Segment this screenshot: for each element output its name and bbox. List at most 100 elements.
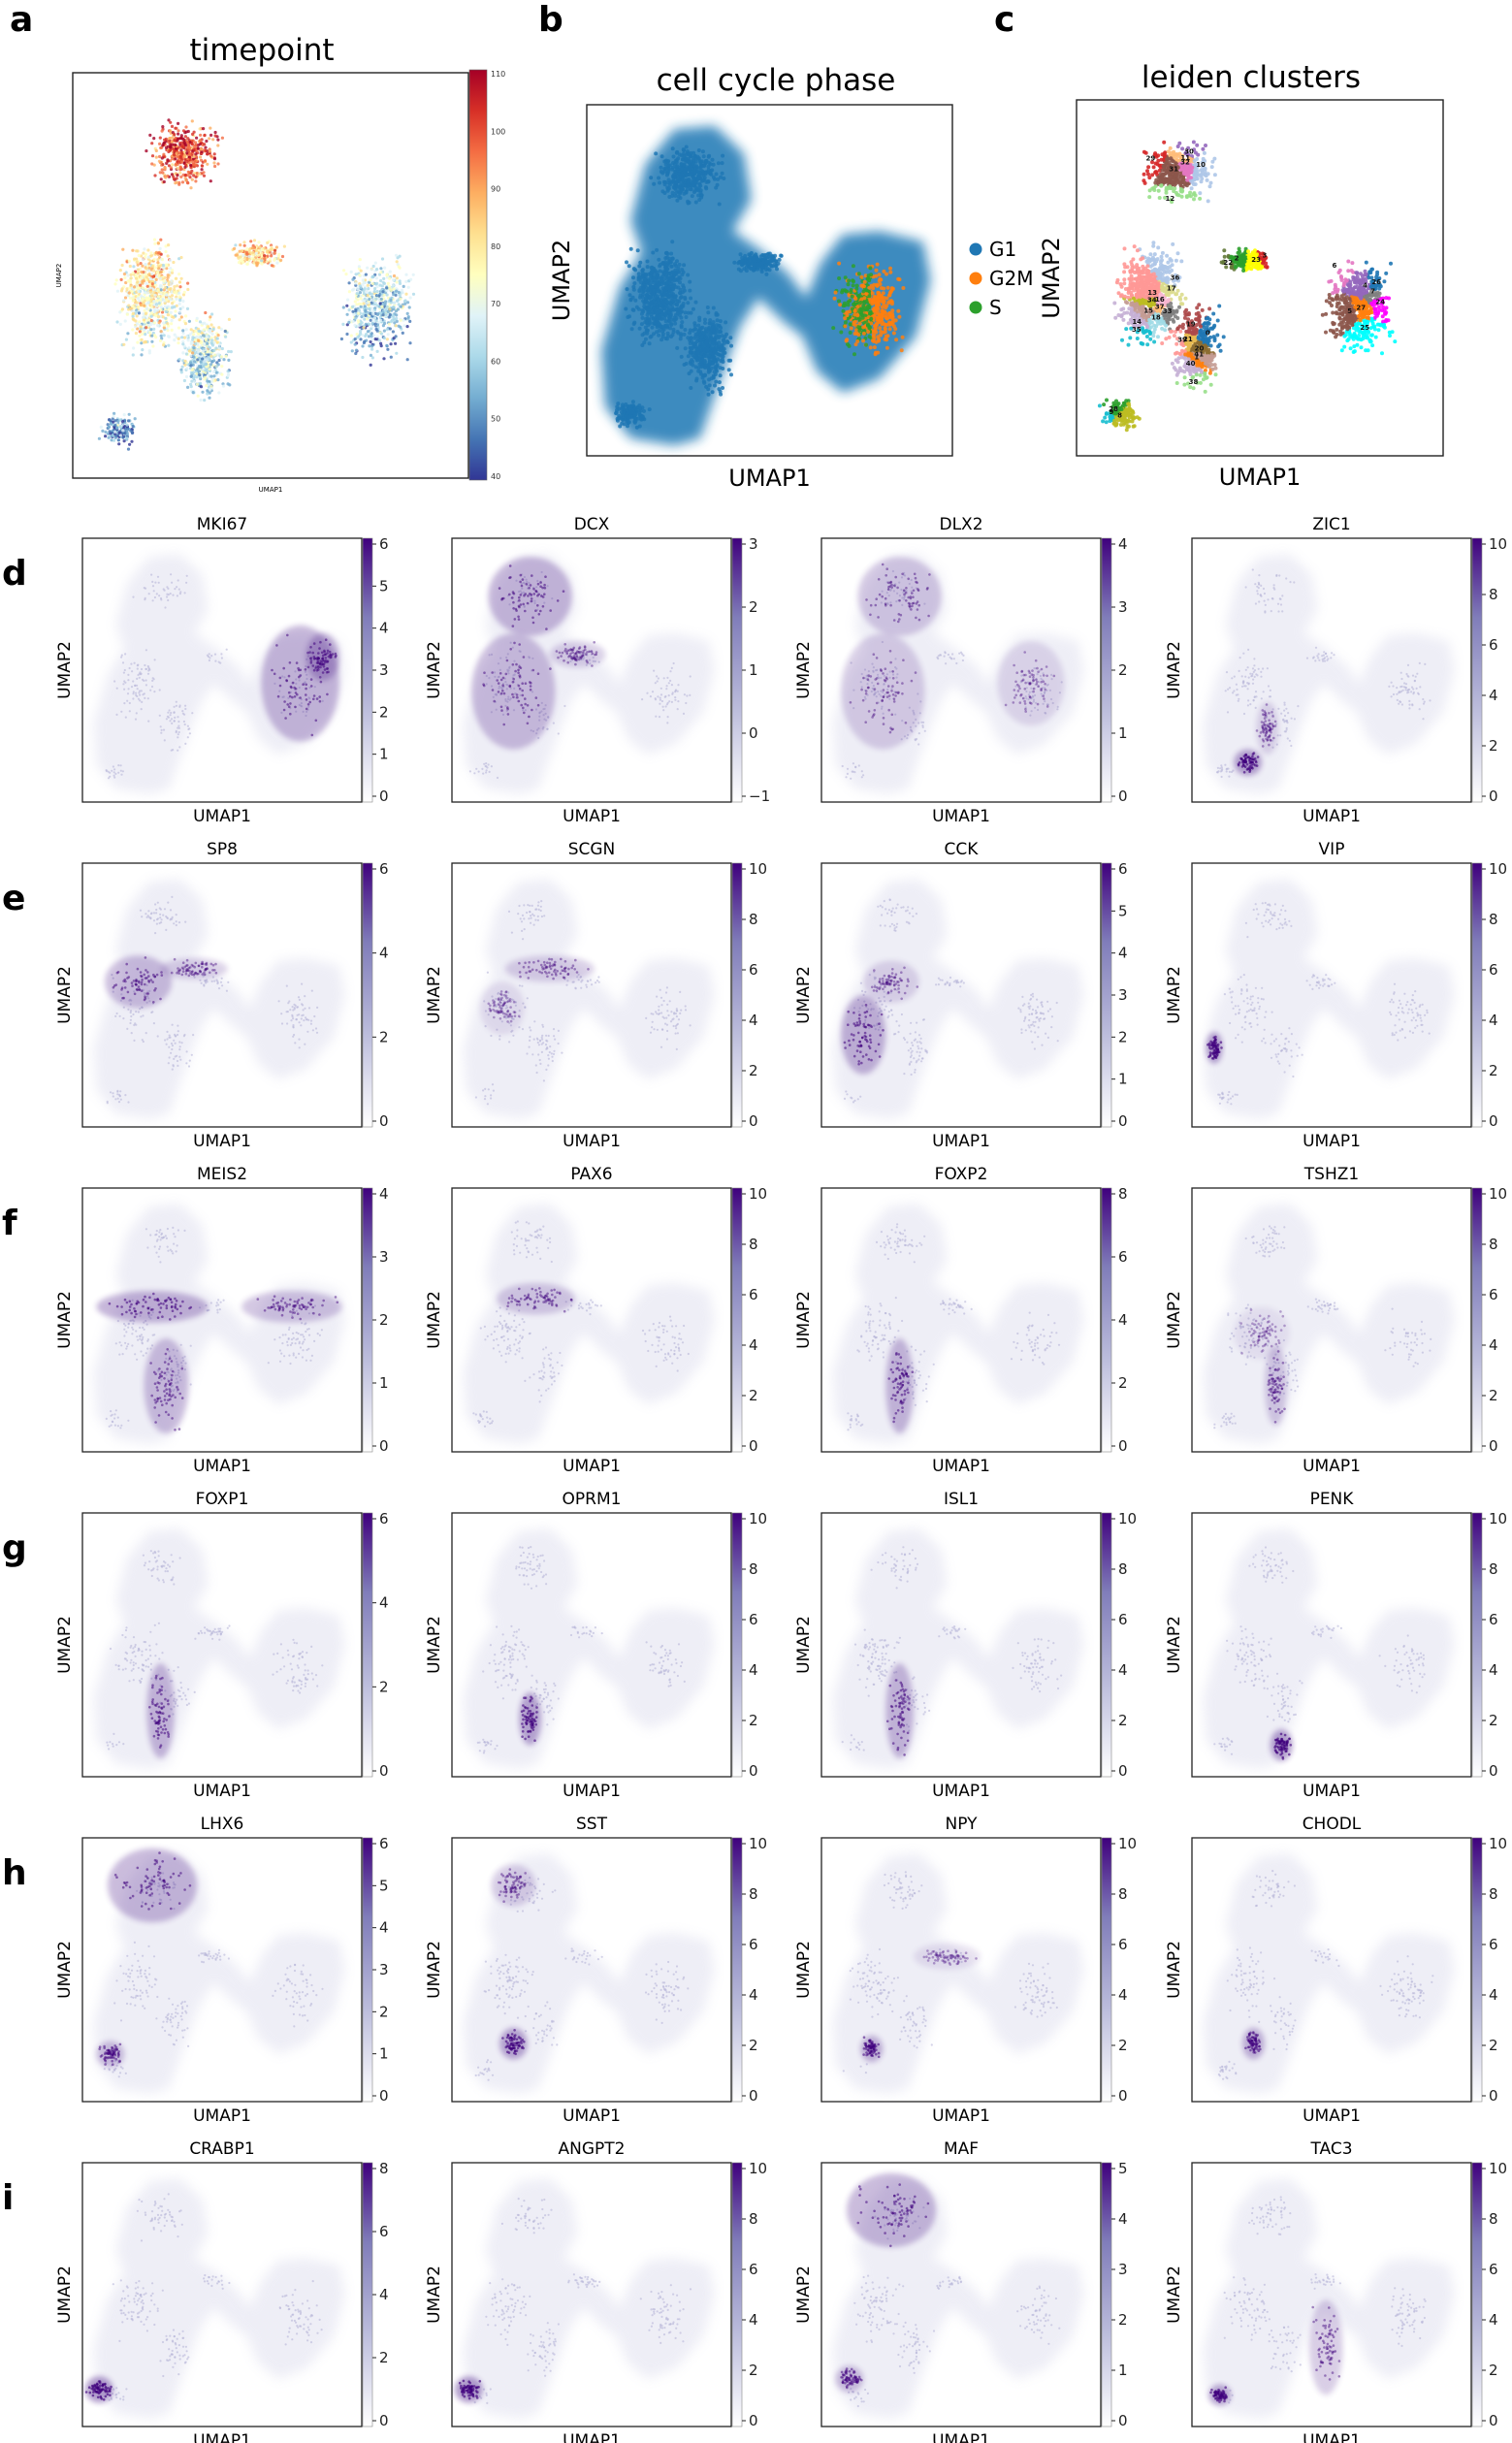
phase-point bbox=[743, 253, 748, 258]
phase-point bbox=[692, 171, 696, 176]
phase-point bbox=[847, 278, 852, 283]
timepoint-point bbox=[149, 328, 153, 332]
phase-point bbox=[880, 296, 885, 301]
timepoint-point bbox=[379, 297, 383, 302]
timepoint-point bbox=[191, 391, 195, 395]
phase-point bbox=[726, 358, 731, 363]
timepoint-point bbox=[144, 333, 147, 337]
timepoint-point bbox=[370, 338, 373, 341]
panel-b-title: cell cycle phase bbox=[657, 63, 896, 98]
phase-point bbox=[706, 392, 711, 397]
phase-point bbox=[885, 285, 890, 290]
phase-point bbox=[846, 342, 850, 346]
phase-point bbox=[671, 154, 676, 159]
phase-point bbox=[679, 167, 684, 172]
timepoint-point bbox=[214, 346, 218, 350]
timepoint-point bbox=[220, 372, 224, 376]
timepoint-point bbox=[380, 257, 385, 261]
phase-point bbox=[711, 325, 716, 329]
phase-point bbox=[632, 412, 637, 417]
timepoint-point bbox=[370, 321, 374, 325]
phase-point bbox=[852, 320, 856, 325]
phase-point bbox=[851, 283, 855, 288]
phase-point bbox=[773, 262, 777, 267]
timepoint-point bbox=[166, 159, 170, 163]
timepoint-point bbox=[161, 171, 165, 175]
timepoint-point bbox=[152, 257, 156, 262]
timepoint-point bbox=[383, 266, 387, 270]
timepoint-point bbox=[97, 436, 101, 440]
timepoint-point bbox=[157, 159, 161, 163]
timepoint-point bbox=[200, 168, 204, 172]
timepoint-point bbox=[158, 142, 162, 145]
timepoint-point bbox=[270, 264, 273, 268]
timepoint-point bbox=[164, 249, 168, 254]
timepoint-point bbox=[361, 355, 365, 360]
phase-point bbox=[658, 308, 662, 313]
timepoint-point bbox=[202, 334, 206, 338]
timepoint-point bbox=[208, 368, 211, 371]
phase-point bbox=[871, 335, 876, 339]
phase-point bbox=[714, 185, 719, 190]
timepoint-point bbox=[247, 254, 251, 259]
timepoint-point bbox=[173, 153, 177, 157]
timepoint-point bbox=[362, 326, 366, 330]
phase-point bbox=[663, 256, 668, 261]
timepoint-point bbox=[409, 277, 413, 281]
timepoint-point bbox=[357, 265, 361, 269]
phase-point bbox=[848, 322, 853, 327]
phase-point bbox=[674, 180, 679, 185]
phase-point bbox=[634, 407, 639, 412]
timepoint-point bbox=[192, 373, 196, 377]
phase-point bbox=[678, 310, 683, 314]
timepoint-point bbox=[210, 343, 215, 347]
phase-point bbox=[674, 316, 679, 320]
timepoint-point bbox=[135, 249, 139, 253]
timepoint-point bbox=[157, 274, 161, 278]
timepoint-point bbox=[371, 299, 375, 303]
timepoint-point bbox=[169, 267, 173, 271]
phase-point bbox=[714, 379, 719, 384]
timepoint-point bbox=[369, 318, 372, 322]
phase-point bbox=[714, 335, 719, 339]
timepoint-point bbox=[162, 334, 166, 338]
phase-point bbox=[860, 315, 865, 320]
phase-point bbox=[671, 283, 676, 288]
timepoint-point bbox=[206, 152, 209, 156]
timepoint-point bbox=[210, 332, 214, 336]
timepoint-point bbox=[401, 291, 404, 295]
timepoint-point bbox=[126, 294, 130, 298]
timepoint-point bbox=[199, 147, 203, 151]
timepoint-point bbox=[181, 145, 185, 149]
phase-point bbox=[840, 290, 845, 295]
phase-point bbox=[624, 414, 628, 419]
timepoint-point bbox=[198, 320, 203, 324]
timepoint-point bbox=[371, 334, 376, 338]
timepoint-point bbox=[168, 137, 172, 141]
timepoint-point bbox=[401, 331, 404, 335]
timepoint-point bbox=[369, 363, 372, 367]
phase-point bbox=[699, 359, 704, 364]
timepoint-point bbox=[166, 335, 171, 338]
timepoint-point bbox=[178, 310, 182, 314]
timepoint-point bbox=[185, 159, 189, 163]
phase-point bbox=[647, 407, 652, 412]
phase-point bbox=[874, 268, 879, 273]
timepoint-point bbox=[135, 276, 139, 280]
phase-point bbox=[673, 321, 678, 326]
timepoint-point bbox=[385, 273, 389, 276]
timepoint-point bbox=[249, 251, 253, 255]
phase-point bbox=[682, 363, 687, 367]
timepoint-point bbox=[171, 136, 175, 140]
timepoint-point bbox=[383, 321, 387, 326]
timepoint-point bbox=[135, 301, 139, 305]
timepoint-point bbox=[162, 343, 166, 347]
phase-point bbox=[683, 295, 688, 300]
phase-point bbox=[628, 414, 633, 419]
timepoint-point bbox=[370, 268, 373, 272]
panel-a-colorbar-tick-label: 90 bbox=[491, 185, 500, 194]
panel-c-title: leiden clusters bbox=[1142, 60, 1361, 95]
timepoint-point bbox=[173, 305, 177, 309]
timepoint-point bbox=[188, 140, 192, 145]
phase-point bbox=[622, 409, 627, 414]
